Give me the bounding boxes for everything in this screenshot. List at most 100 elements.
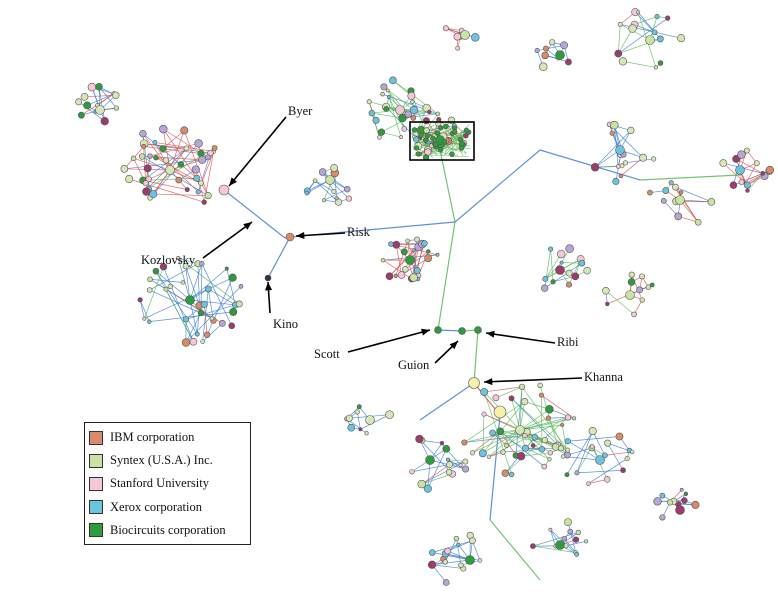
network-edge (566, 430, 593, 475)
network-node (434, 130, 440, 136)
network-node (649, 282, 655, 288)
network-edge (482, 414, 485, 454)
network-edge (185, 304, 236, 320)
network-node (656, 35, 664, 43)
network-node (199, 261, 205, 267)
network-edge (322, 171, 348, 190)
network-node (322, 198, 326, 203)
network-node (347, 423, 356, 432)
network-node (304, 190, 310, 196)
network-edge (189, 268, 227, 301)
annotation-arrowhead (243, 222, 252, 230)
network-node (424, 254, 433, 263)
network-node (627, 278, 636, 286)
network-node (435, 252, 440, 257)
network-edge (524, 401, 550, 410)
network-node (565, 244, 574, 253)
network-node (620, 467, 626, 474)
network-edge (607, 442, 624, 471)
network-node (639, 297, 645, 303)
network-node (184, 187, 190, 193)
network-node (645, 35, 655, 45)
network-edge (548, 417, 568, 419)
network-node (707, 198, 716, 206)
network-node (180, 280, 186, 285)
network-node (538, 446, 546, 453)
annotation-arrowhead (265, 282, 273, 291)
network-edge (421, 464, 450, 485)
network-node (424, 148, 432, 156)
network-node (659, 492, 666, 499)
network-node (385, 272, 394, 281)
network-edge (201, 263, 233, 326)
network-edge (419, 438, 453, 475)
network-node (628, 24, 637, 33)
network-node (100, 117, 109, 126)
network-edge (675, 186, 712, 203)
network-node (477, 558, 483, 563)
network-edge (521, 386, 568, 451)
network-node (211, 145, 218, 151)
network-node (194, 139, 203, 148)
network-node (177, 161, 185, 168)
network-node (478, 449, 487, 458)
network-node (147, 276, 153, 282)
network-edge (620, 157, 644, 177)
network-node (735, 165, 745, 175)
network-node (565, 447, 571, 453)
network-node (743, 181, 751, 189)
network-node (330, 164, 339, 172)
network-edge (437, 329, 463, 332)
network-edge (223, 189, 286, 239)
network-node (345, 414, 353, 422)
network-edge (395, 240, 408, 276)
network-edge (605, 290, 635, 315)
network-node (146, 287, 153, 293)
network-edge (472, 429, 521, 454)
network-node (548, 527, 553, 532)
network-node (500, 449, 506, 455)
network-node (397, 271, 406, 279)
network-node (377, 128, 386, 136)
network-edge (550, 249, 554, 282)
network-node (549, 39, 556, 46)
network-node (400, 248, 408, 256)
network-node (636, 286, 644, 294)
network-node (452, 129, 458, 135)
network-node (619, 163, 625, 169)
network-node (615, 164, 621, 169)
network-node (647, 189, 653, 196)
network-edge (139, 299, 150, 322)
network-node (380, 83, 388, 91)
network-node (674, 212, 683, 221)
network-node (481, 411, 487, 417)
network-node (372, 116, 380, 124)
network-node (410, 99, 415, 104)
legend-swatch-stanford (89, 476, 103, 491)
network-edge (639, 174, 741, 181)
network-node (586, 481, 591, 486)
network-edge (617, 24, 621, 54)
label-guion: Guion (398, 358, 430, 372)
network-node (228, 322, 236, 330)
network-node (614, 49, 623, 58)
network-node (87, 82, 97, 92)
network-edge (267, 236, 291, 279)
network-edge (432, 564, 464, 569)
network-node (595, 455, 605, 465)
network-node (325, 175, 335, 185)
network-node (574, 551, 580, 557)
network-node (605, 301, 610, 307)
network-edge (576, 446, 593, 474)
network-node (564, 472, 570, 478)
network-node (424, 133, 431, 139)
network-node (392, 240, 401, 249)
network-edge (185, 312, 202, 343)
network-node (504, 443, 509, 448)
label-byer: Byer (288, 104, 313, 118)
network-node (437, 125, 444, 131)
network-edge (155, 270, 198, 335)
network-node (137, 297, 143, 303)
network-edge (421, 473, 453, 485)
